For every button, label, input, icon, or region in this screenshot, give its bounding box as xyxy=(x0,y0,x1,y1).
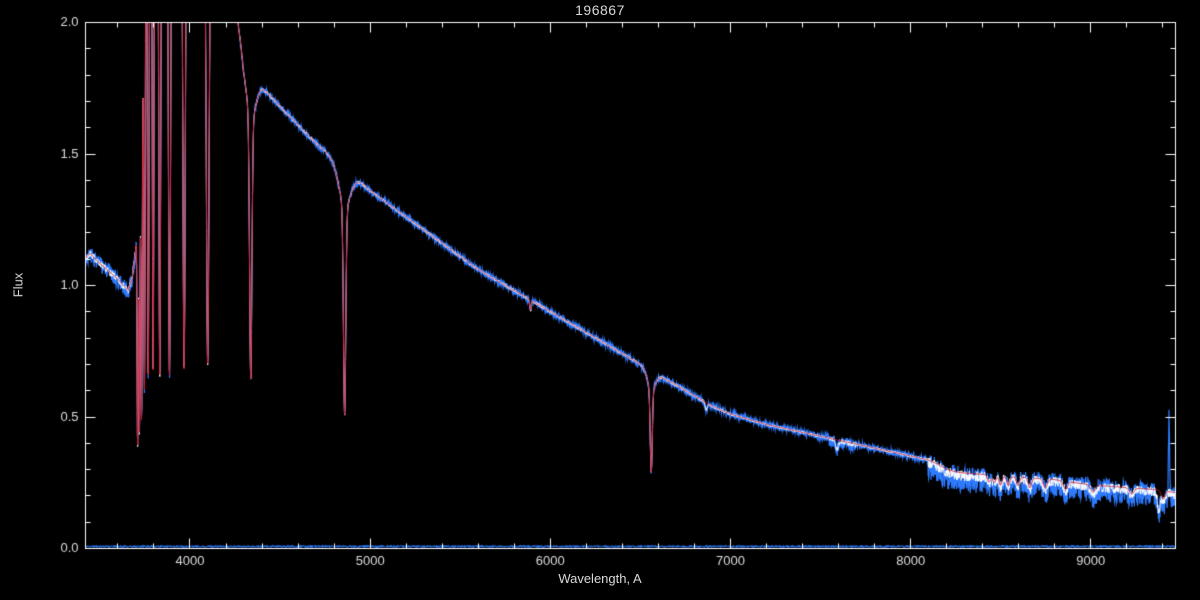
x-axis-label: Wavelength, A xyxy=(558,571,642,586)
y-axis-label: Flux xyxy=(10,272,26,298)
chart-title: 196867 xyxy=(575,2,625,18)
